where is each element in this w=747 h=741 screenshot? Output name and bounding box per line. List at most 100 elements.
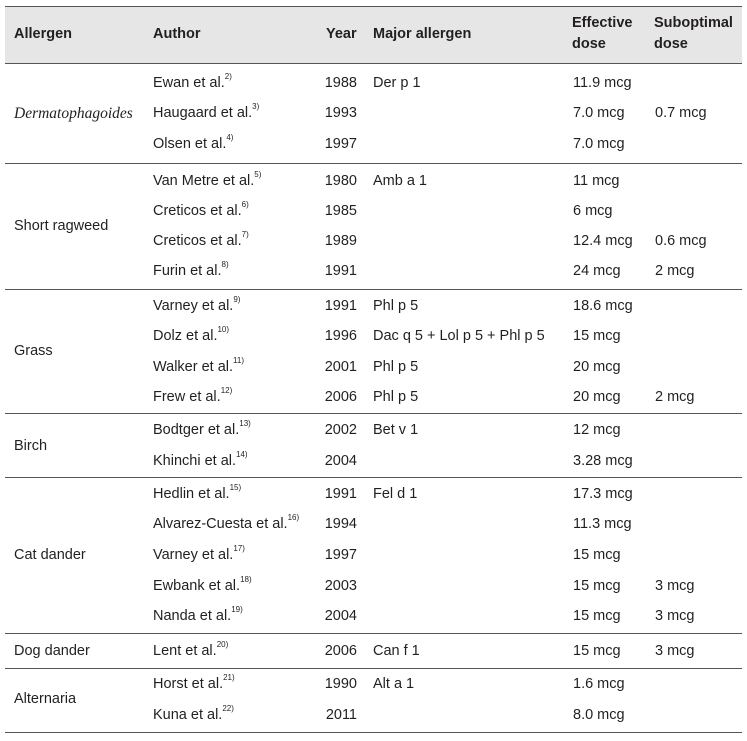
year-cell: 2001 — [324, 359, 357, 375]
effective-dose-cell: 24 mcg — [573, 263, 621, 279]
reference-superscript: 7) — [241, 230, 249, 240]
effective-dose-cell: 8.0 mcg — [573, 707, 625, 723]
year-cell: 1997 — [324, 547, 357, 563]
author-name: Alvarez-Cuesta et al. — [153, 516, 288, 532]
author-cell: Horst et al.21) — [153, 674, 235, 693]
author-name: Creticos et al. — [153, 203, 242, 219]
reference-superscript: 6) — [241, 200, 249, 210]
effective-dose-cell: 6 mcg — [573, 203, 613, 219]
group-divider — [5, 477, 742, 478]
reference-superscript: 12) — [220, 386, 233, 396]
allergen-group-label: Birch — [14, 438, 48, 454]
year-cell: 1990 — [324, 676, 357, 692]
reference-superscript: 9) — [233, 295, 241, 305]
major-allergen-cell: Dac q 5 + Lol p 5 + Phl p 5 — [373, 328, 545, 344]
year-cell: 1988 — [324, 75, 357, 91]
author-name: Creticos et al. — [153, 233, 242, 249]
effective-dose-cell: 15 mcg — [573, 328, 621, 344]
author-name: Olsen et al. — [153, 136, 227, 152]
author-cell: Van Metre et al.5) — [153, 171, 261, 190]
reference-superscript: 17) — [233, 544, 245, 554]
major-allergen-cell: Fel d 1 — [373, 486, 418, 502]
suboptimal-dose-cell: 0.7 mcg — [655, 105, 707, 121]
author-cell: Walker et al.11) — [153, 356, 245, 376]
effective-dose-cell: 11 mcg — [573, 173, 620, 189]
author-name: Khinchi et al. — [153, 453, 237, 469]
group-divider — [5, 633, 742, 634]
suboptimal-dose-cell: 3 mcg — [655, 643, 695, 659]
author-name: Nanda et al. — [153, 608, 232, 624]
author-name: Haugaard et al. — [153, 105, 253, 121]
author-cell: Ewbank et al.18) — [153, 576, 252, 595]
suboptimal-dose-cell: 0.6 mcg — [655, 233, 707, 249]
suboptimal-dose-cell: 3 mcg — [655, 608, 695, 624]
author-name: Walker et al. — [153, 359, 234, 375]
table-header: Allergen Author Year Major allergen Effe… — [5, 6, 742, 64]
author-name: Ewbank et al. — [153, 578, 241, 594]
effective-dose-cell: 15 mcg — [573, 643, 621, 659]
author-name: Furin et al. — [153, 263, 222, 279]
suboptimal-dose-cell: 3 mcg — [655, 578, 695, 594]
major-allergen-cell: Phl p 5 — [373, 298, 419, 314]
year-cell: 2011 — [325, 707, 357, 723]
year-cell: 1980 — [324, 173, 357, 189]
reference-superscript: 14) — [236, 450, 248, 460]
allergen-group-label: Alternaria — [14, 691, 77, 707]
year-cell: 2004 — [324, 453, 357, 469]
year-cell: 2006 — [324, 643, 357, 659]
author-name: Varney et al. — [153, 298, 234, 314]
effective-dose-cell: 7.0 mcg — [573, 105, 625, 121]
year-cell: 1985 — [324, 203, 357, 219]
year-cell: 2006 — [324, 389, 357, 405]
effective-dose-cell: 11.3 mcg — [573, 516, 632, 532]
group-divider — [5, 668, 742, 669]
author-cell: Furin et al.8) — [153, 261, 229, 280]
group-divider — [5, 413, 742, 414]
effective-dose-cell: 15 mcg — [573, 608, 621, 624]
author-cell: Olsen et al.4) — [153, 133, 234, 153]
year-cell: 1993 — [324, 105, 357, 121]
author-cell: Varney et al.17) — [153, 544, 245, 564]
reference-superscript: 15) — [229, 483, 242, 493]
effective-dose-cell: 17.3 mcg — [573, 486, 633, 502]
author-name: Bodtger et al. — [153, 422, 240, 438]
suboptimal-dose-cell: 2 mcg — [655, 263, 695, 279]
author-cell: Creticos et al.6) — [153, 200, 249, 220]
reference-superscript: 13) — [239, 419, 251, 429]
author-name: Horst et al. — [153, 676, 224, 692]
major-allergen-cell: Der p 1 — [373, 75, 421, 91]
year-cell: 1989 — [324, 233, 357, 249]
allergen-group-label: Cat dander — [14, 547, 86, 563]
group-divider — [5, 732, 742, 733]
author-name: Van Metre et al. — [153, 173, 255, 189]
header-suboptimal-dose: Suboptimal dose — [654, 15, 733, 52]
author-cell: Alvarez-Cuesta et al.16) — [153, 514, 299, 533]
header-major-allergen: Major allergen — [373, 26, 472, 42]
year-cell: 1996 — [324, 328, 357, 344]
allergen-group-label: Short ragweed — [14, 218, 109, 234]
reference-superscript: 11) — [233, 356, 245, 366]
author-cell: Khinchi et al.14) — [153, 450, 248, 470]
author-cell: Bodtger et al.13) — [153, 419, 251, 439]
author-name: Kuna et al. — [153, 707, 223, 723]
reference-superscript: 19) — [231, 605, 243, 615]
year-cell: 1991 — [324, 298, 357, 314]
reference-superscript: 22) — [222, 704, 234, 714]
reference-superscript: 4) — [226, 133, 234, 143]
reference-superscript: 20) — [216, 640, 229, 650]
header-effective-dose: Effective dose — [572, 15, 633, 52]
year-cell: 1991 — [324, 263, 357, 279]
effective-dose-cell: 15 mcg — [573, 578, 621, 594]
reference-superscript: 3) — [252, 102, 260, 112]
author-cell: Nanda et al.19) — [153, 605, 243, 625]
major-allergen-cell: Alt a 1 — [373, 676, 415, 692]
author-cell: Frew et al.12) — [153, 386, 233, 406]
year-cell: 2003 — [324, 578, 357, 594]
allergen-group-label: Grass — [14, 343, 53, 359]
year-cell: 1994 — [324, 516, 357, 532]
group-divider — [5, 163, 742, 164]
effective-dose-cell: 20 mcg — [573, 389, 621, 405]
header-allergen: Allergen — [14, 26, 73, 42]
suboptimal-dose-cell: 2 mcg — [655, 389, 695, 405]
major-allergen-cell: Can f 1 — [373, 643, 420, 659]
